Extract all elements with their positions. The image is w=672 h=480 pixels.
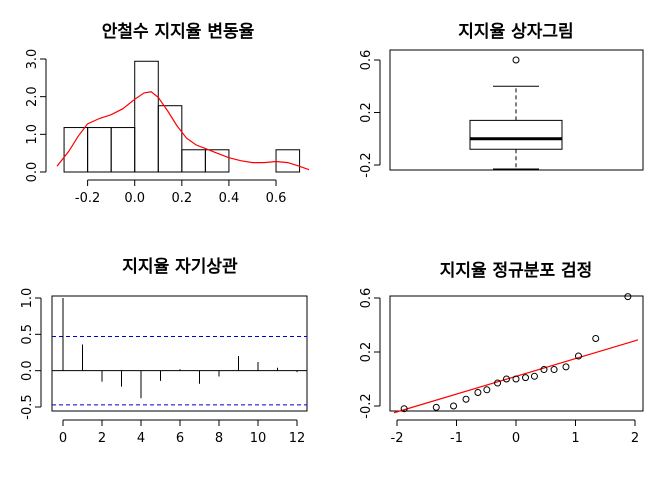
acf-y-tick-label: 0.5 (20, 324, 35, 345)
acf-x-tick-label: 8 (215, 431, 223, 446)
qq-y-tick-label: 0.2 (359, 342, 374, 363)
qq-point (574, 352, 582, 360)
histogram-y-tick-label: 3.0 (25, 49, 40, 70)
boxplot-title: 지지율 상자그림 (458, 22, 573, 42)
qq-title: 지지율 정규분포 검정 (440, 261, 593, 281)
acf-x-tick-label: 4 (137, 431, 145, 446)
histogram-bar (275, 149, 301, 173)
qq-x-tick-label: 1 (571, 431, 579, 446)
histogram-title: 안철수 지지율 변동율 (102, 22, 255, 42)
histogram-bar (181, 149, 206, 173)
qq-point (522, 374, 530, 382)
qq-point (483, 386, 491, 394)
qq-point (474, 389, 482, 396)
acf-x-tick-label: 2 (98, 431, 106, 446)
histogram-y-tick-label: 2.0 (25, 86, 40, 107)
histogram-panel: 안철수 지지율 변동율 0.0 1.0 2.0 3.0 -0.2 0.0 0.2 0.4 0.6 (25, 22, 310, 206)
histogram-x-tick-label: -0.2 (75, 191, 100, 206)
boxplot-y-tick-label: -0.2 (359, 152, 374, 177)
boxplot-panel: 지지율 상자그림 -0.2 0.2 0.6 (359, 22, 644, 178)
histogram-bar (134, 60, 159, 173)
histogram-x-tick-label: 0.0 (124, 191, 145, 206)
histogram-bar (204, 149, 230, 173)
histogram-bar (87, 127, 112, 173)
acf-panel: 지지율 자기상관 -0.5 0.0 0.5 1.0 0 2 4 6 8 10 12 (20, 257, 308, 446)
qq-point (494, 379, 502, 387)
qq-x-tick-label: 0 (512, 431, 520, 446)
qq-point (562, 363, 570, 371)
qq-x-tick-label: -1 (450, 431, 463, 446)
boxplot-outlier (512, 56, 520, 64)
acf-x-tick-label: 0 (59, 431, 67, 446)
histogram-bar (157, 105, 183, 173)
qq-point (400, 405, 408, 413)
density-curve (56, 91, 310, 171)
acf-y-tick-label: 0.0 (20, 360, 35, 381)
qq-point (624, 293, 632, 301)
acf-plot-frame (51, 295, 308, 412)
boxplot-plot-frame (389, 49, 644, 171)
qq-x-tick-label: -2 (391, 431, 404, 446)
qq-plot-frame (389, 295, 644, 412)
qq-point (512, 375, 520, 383)
acf-y-tick-label: -0.5 (20, 394, 35, 419)
qq-point (462, 395, 470, 403)
histogram-y-tick-label: 1.0 (25, 124, 40, 145)
qq-point (502, 375, 510, 383)
qq-point (530, 372, 538, 380)
qq-point (432, 403, 440, 411)
histogram-x-tick-label: 0.6 (266, 191, 287, 206)
histogram-bar (63, 127, 89, 173)
qq-point (550, 366, 558, 374)
acf-x-tick-label: 12 (289, 431, 306, 446)
histogram-x-tick-label: 0.2 (171, 191, 192, 206)
qq-x-tick-label: 2 (631, 431, 639, 446)
qq-point (450, 402, 458, 410)
acf-y-tick-label: 1.0 (20, 288, 35, 309)
acf-x-tick-label: 10 (250, 431, 267, 446)
qq-panel: 지지율 정규분포 검정 -0.2 0.2 0.6 -2 -1 0 1 2 (359, 261, 644, 446)
acf-x-tick-label: 6 (176, 431, 184, 446)
boxplot-y-tick-label: 0.2 (359, 102, 374, 123)
histogram-y-tick-label: 0.0 (25, 162, 40, 183)
qq-y-tick-label: 0.6 (359, 288, 374, 309)
histogram-x-tick-label: 0.4 (219, 191, 240, 206)
qq-y-tick-label: -0.2 (359, 393, 374, 418)
boxplot-y-tick-label: 0.6 (359, 50, 374, 71)
qq-point (592, 335, 600, 342)
acf-title: 지지율 자기상관 (122, 257, 238, 277)
histogram-bar (110, 127, 136, 173)
boxplot-box (469, 119, 563, 150)
qq-point (540, 366, 548, 374)
